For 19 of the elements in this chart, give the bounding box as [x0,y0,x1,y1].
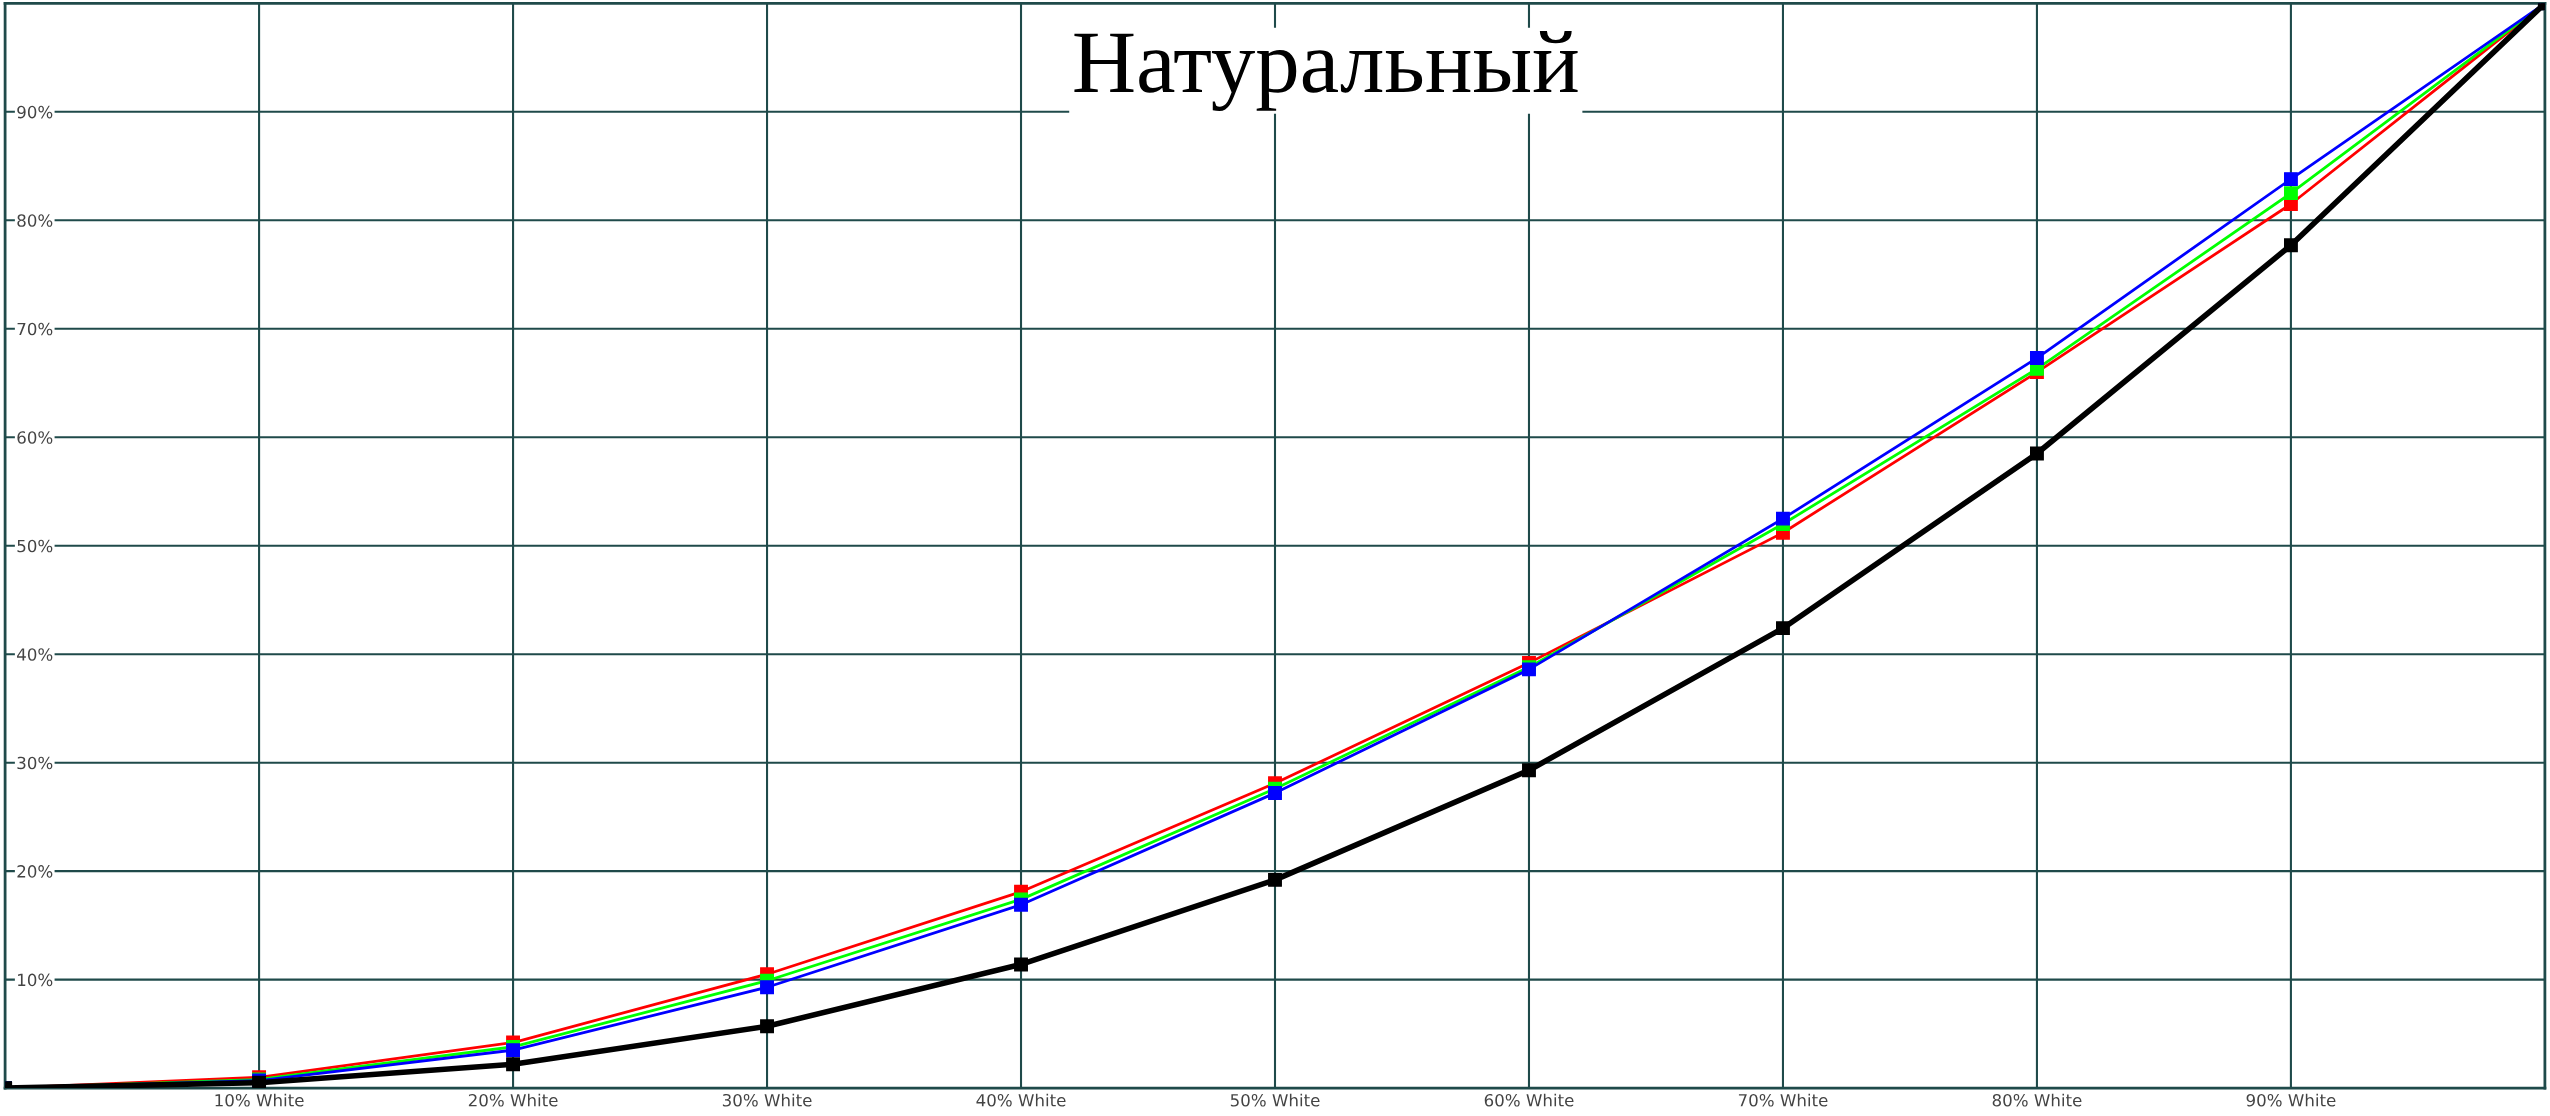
x-tick-label: 60% White [1484,1093,1574,1107]
x-tick-label: 20% White [468,1093,558,1107]
x-tick-label: 40% White [976,1093,1066,1107]
x-tick-label: 70% White [1738,1093,1828,1107]
y-tick-label: 80% [17,214,53,227]
x-tick-label: 10% White [215,1093,304,1107]
x-tick-label: 30% White [722,1093,812,1107]
y-tick-label: 20% [17,865,53,878]
y-tick-label: 60% [17,431,53,444]
chart-title: Натуральный [1074,31,1578,112]
y-tick-label: 40% [17,648,53,661]
x-tick-label: 80% White [1992,1093,2082,1107]
x-tick-label: 50% White [1230,1093,1320,1107]
y-tick-label: 90% [17,105,53,119]
y-tick-label: 30% [17,756,53,770]
y-tick-label: 70% [17,322,53,336]
y-tick-label: 50% [17,539,53,553]
y-tick-label: 10% [18,973,53,987]
x-tick-label: 90% White [2246,1093,2336,1107]
